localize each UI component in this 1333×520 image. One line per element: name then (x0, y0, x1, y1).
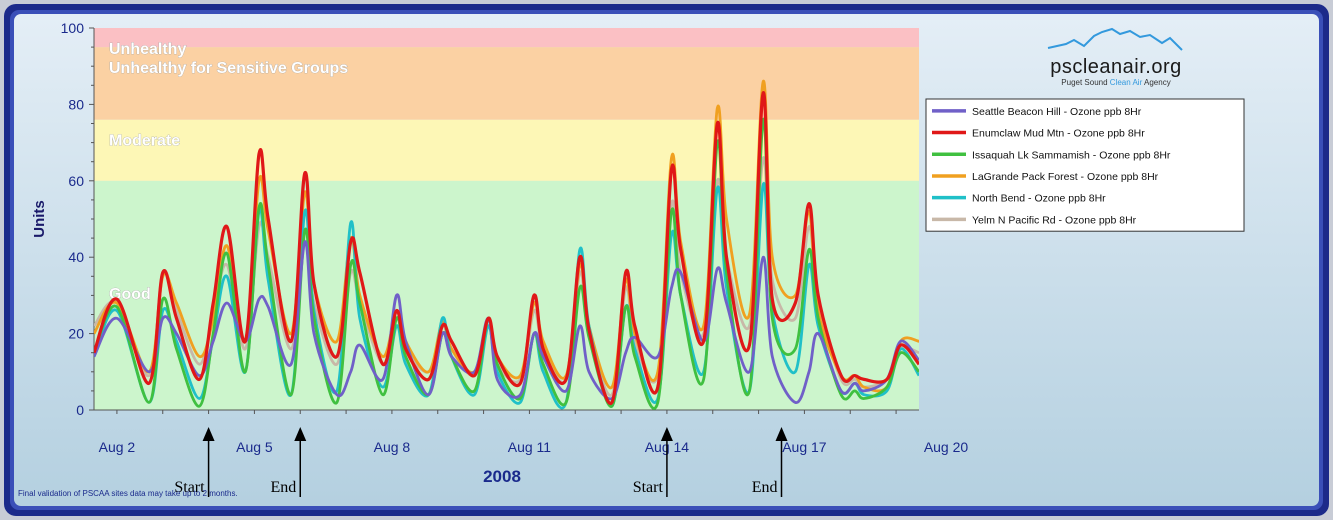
x-tick-label: Aug 2 (99, 439, 136, 455)
legend-label: Enumclaw Mud Mtn - Ozone ppb 8Hr (972, 128, 1145, 140)
series-line-1 (94, 91, 919, 405)
annotation-label: Start (174, 479, 205, 496)
chart-frame: Good Moderate Unhealthy for Sensitive Grou… (4, 4, 1329, 516)
annotation-label: Start (633, 479, 664, 496)
series-line-0 (94, 240, 919, 404)
y-tick-label: 80 (68, 96, 84, 112)
legend-box (925, 98, 1245, 232)
logo: pscleanair.org Puget Sound Clean Air Age… (1047, 27, 1183, 87)
band-label-moderate: Moderate (109, 133, 180, 150)
band-label-good: Good (109, 286, 151, 303)
logo-tagline: Puget Sound Clean Air Agency (1061, 78, 1170, 87)
legend-label: LaGrande Pack Forest - Ozone ppb 8Hr (972, 171, 1159, 183)
x-tick-label: Aug 20 (924, 439, 969, 455)
event-annotations: Start End Start End (174, 427, 788, 497)
y-tick-label: 20 (68, 326, 84, 342)
arrow-up-icon (202, 427, 215, 441)
band-unhealthy (94, 28, 919, 48)
legend-label: Issaquah Lk Sammamish - Ozone ppb 8Hr (972, 149, 1171, 161)
annotation-label: End (752, 479, 778, 496)
logo-name: pscleanair.org (1050, 56, 1182, 78)
arrow-up-icon (294, 427, 307, 441)
arrow-up-icon (775, 427, 788, 441)
annotation-label: End (270, 479, 296, 496)
legend: Seattle Beacon Hill - Ozone ppb 8Hr Enumc… (925, 98, 1245, 232)
x-tick-label: Aug 8 (374, 439, 411, 455)
aqi-bands (94, 28, 919, 410)
band-label-unhealthy: Unhealthy (109, 41, 186, 58)
y-tick-label: 0 (76, 402, 84, 418)
band-moderate (94, 119, 919, 181)
band-unhealthy-for-sensitive-groups (94, 47, 919, 120)
series-lines (94, 80, 919, 410)
arrow-up-icon (660, 427, 673, 441)
x-tick-label: Aug 11 (508, 439, 552, 455)
y-axis-title: Units (31, 200, 48, 238)
footer-note: Final validation of PSCAA sites data may… (18, 489, 238, 498)
aqi-band-labels: Good Moderate Unhealthy for Sensitive Grou… (109, 41, 349, 304)
band-label-unhealthy-for-sensitive-groups: Unhealthy for Sensitive Groups (109, 60, 348, 77)
legend-label: Yelm N Pacific Rd - Ozone ppb 8Hr (972, 214, 1137, 226)
mountain-logo-icon (1047, 27, 1183, 51)
legend-label: Seattle Beacon Hill - Ozone ppb 8Hr (972, 106, 1142, 118)
y-tick-label: 60 (68, 173, 84, 189)
chart: Good Moderate Unhealthy for Sensitive Grou… (4, 4, 1329, 516)
x-tick-label: Aug 5 (236, 439, 273, 455)
y-tick-label: 40 (68, 249, 84, 265)
x-axis-title: 2008 (483, 467, 521, 486)
legend-label: North Bend - Ozone ppb 8Hr (972, 193, 1106, 205)
x-tick-label: Aug 17 (782, 439, 827, 455)
y-tick-label: 100 (61, 20, 85, 36)
